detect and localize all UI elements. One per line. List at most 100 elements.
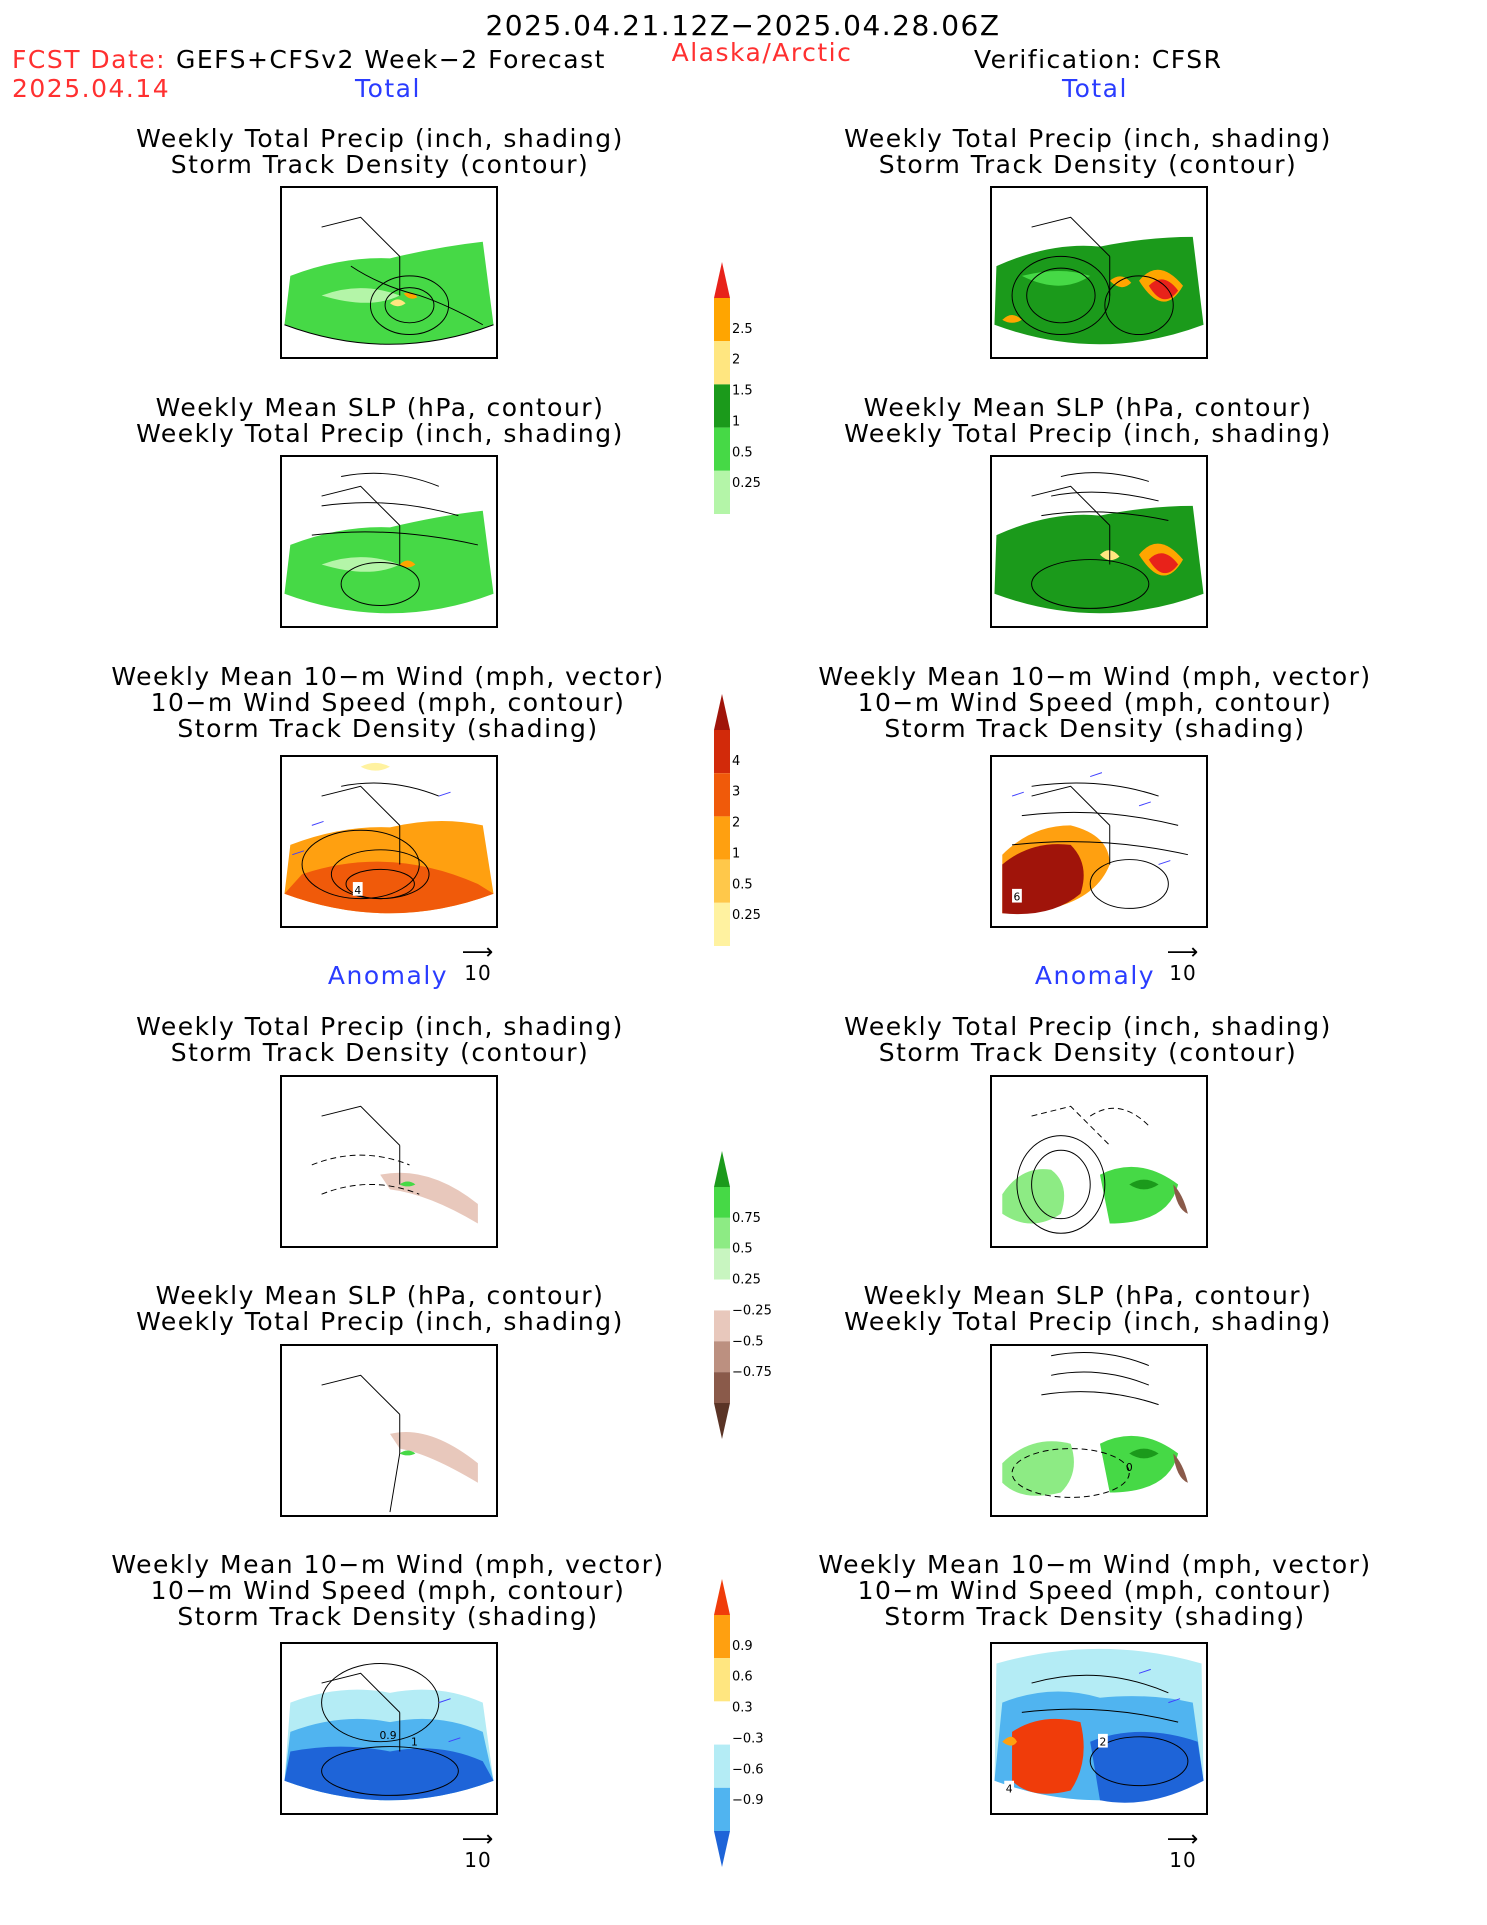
right-total-label: Total bbox=[1062, 74, 1128, 103]
colorbar-segment bbox=[714, 816, 730, 860]
wind-storm-map: 4 bbox=[284, 762, 494, 914]
colorbar-segment bbox=[714, 1248, 730, 1280]
map-cfsr-total-precip bbox=[990, 186, 1208, 359]
colorbar-label: 0.25 bbox=[732, 908, 761, 923]
title-cfsr-anom-slp: Weekly Mean SLP (hPa, contour) Weekly Tot… bbox=[844, 1281, 1332, 1336]
colorbar-segment bbox=[714, 1372, 730, 1403]
colorbar-label: 4 bbox=[732, 754, 740, 769]
colorbar-label: −0.6 bbox=[732, 1762, 764, 1777]
precip-storm-map bbox=[311, 1105, 478, 1224]
contour-label: 0 bbox=[1126, 1461, 1133, 1474]
contour-label: 1 bbox=[411, 1736, 418, 1749]
arrow-right-icon: ⟶ bbox=[1166, 940, 1200, 965]
colorbar-label: 1 bbox=[732, 414, 740, 429]
colorbar-storm-anom: 0.9 0.6 0.3 −0.3 −0.6 −0.9 bbox=[710, 1579, 790, 1867]
map-cfsr-total-slp bbox=[990, 455, 1208, 628]
title-fcst-total-slp: Weekly Mean SLP (hPa, contour) Weekly Tot… bbox=[136, 393, 624, 448]
title-cfsr-anom-precip: Weekly Total Precip (inch, shading) Storm… bbox=[844, 1012, 1332, 1067]
colorbar-label: 0.6 bbox=[732, 1670, 753, 1685]
contour-label: 6 bbox=[1014, 891, 1021, 904]
slp-precip-map bbox=[994, 472, 1204, 614]
title-cfsr-total-wind: Weekly Mean 10−m Wind (mph, vector) 10−m … bbox=[818, 662, 1372, 743]
colorbar-segment bbox=[714, 730, 730, 774]
colorbar-segment bbox=[714, 427, 730, 471]
left-total-label: Total bbox=[355, 74, 421, 103]
colorbar-segment bbox=[714, 859, 730, 903]
colorbar-label: 0.3 bbox=[732, 1701, 753, 1716]
right-anomaly-label: Anomaly bbox=[1034, 961, 1156, 990]
colorbar-label: 0.5 bbox=[732, 445, 753, 460]
vector-reference: ⟶ 10 bbox=[1163, 1827, 1203, 1873]
colorbar-label: 0.25 bbox=[732, 476, 761, 491]
colorbar-bottom-triangle bbox=[714, 514, 730, 550]
fcst-date-value: 2025.04.14 bbox=[12, 74, 171, 103]
colorbar-segment bbox=[714, 384, 730, 428]
colorbar-top-triangle bbox=[714, 262, 730, 298]
slp-precip-map: 0 bbox=[1002, 1352, 1188, 1498]
contour-label: 4 bbox=[354, 884, 361, 897]
map-cfsr-total-wind: 6 bbox=[990, 755, 1208, 928]
colorbar-label: 1 bbox=[732, 846, 740, 861]
colorbar-segment bbox=[714, 341, 730, 385]
map-fcst-anom-wind: 0.9 1 bbox=[280, 1642, 498, 1815]
colorbar-label: −0.75 bbox=[732, 1365, 772, 1380]
map-cfsr-anom-wind: 2 4 bbox=[990, 1642, 1208, 1815]
colorbar-precip-total: 2.5 2 1.5 1 0.5 0.25 bbox=[710, 262, 790, 550]
colorbar-label: 3 bbox=[732, 785, 740, 800]
map-cfsr-anom-precip bbox=[990, 1075, 1208, 1248]
arrow-right-icon: ⟶ bbox=[461, 1827, 495, 1852]
colorbar-bottom-triangle bbox=[714, 1831, 730, 1867]
colorbar-segment bbox=[714, 298, 730, 342]
colorbar-label: 0.9 bbox=[732, 1639, 753, 1654]
arrow-right-icon: ⟶ bbox=[461, 940, 495, 965]
slp-precip-map bbox=[284, 472, 494, 614]
colorbar-bottom-triangle bbox=[714, 1403, 730, 1439]
vector-reference: ⟶ 10 bbox=[1163, 940, 1203, 986]
colorbar-top-triangle bbox=[714, 1151, 730, 1187]
colorbar-label: −0.25 bbox=[732, 1303, 772, 1318]
colorbar-segment bbox=[714, 1787, 730, 1831]
title-fcst-anom-wind: Weekly Mean 10−m Wind (mph, vector) 10−m … bbox=[111, 1550, 665, 1631]
model-name: GEFS+CFSv2 Week−2 Forecast bbox=[176, 45, 606, 74]
colorbar-svg: 0.9 0.6 0.3 −0.3 −0.6 −0.9 bbox=[714, 1579, 764, 1867]
wind-storm-map: 2 4 bbox=[994, 1648, 1204, 1803]
colorbar-segment bbox=[714, 1744, 730, 1788]
contour-label: 4 bbox=[1006, 1782, 1013, 1795]
fcst-date-label: FCST Date: bbox=[12, 45, 167, 74]
title-cfsr-total-precip: Weekly Total Precip (inch, shading) Storm… bbox=[844, 124, 1332, 179]
colorbar-svg: 0.75 0.5 0.25 −0.25 −0.5 −0.75 bbox=[714, 1151, 772, 1439]
wind-storm-map: 6 bbox=[1002, 772, 1189, 915]
vector-reference: ⟶ 10 bbox=[458, 1827, 498, 1873]
left-anomaly-label: Anomaly bbox=[327, 961, 449, 990]
title-cfsr-anom-wind: Weekly Mean 10−m Wind (mph, vector) 10−m … bbox=[818, 1550, 1372, 1631]
colorbar-label: 0.5 bbox=[732, 1242, 753, 1257]
colorbar-segment bbox=[714, 773, 730, 817]
colorbar-segment bbox=[714, 1658, 730, 1702]
colorbar-label: 1.5 bbox=[732, 384, 753, 399]
colorbar-label: 2 bbox=[732, 353, 740, 368]
map-cfsr-anom-slp: 0 bbox=[990, 1344, 1208, 1517]
colorbar-segment bbox=[714, 902, 730, 946]
colorbar-segment bbox=[714, 1279, 730, 1311]
colorbar-top-triangle bbox=[714, 694, 730, 730]
arrow-right-icon: ⟶ bbox=[1166, 1827, 1200, 1852]
map-fcst-total-slp bbox=[280, 455, 498, 628]
slp-precip-map bbox=[321, 1374, 478, 1513]
colorbar-segment bbox=[714, 1341, 730, 1373]
map-fcst-anom-slp bbox=[280, 1344, 498, 1517]
map-fcst-total-precip bbox=[280, 186, 498, 359]
colorbar-segment bbox=[714, 1310, 730, 1342]
colorbar-svg: 4 3 2 1 0.5 0.25 bbox=[714, 694, 761, 982]
date-range-title: 2025.04.21.12Z−2025.04.28.06Z bbox=[485, 9, 1001, 42]
colorbar-label: −0.9 bbox=[732, 1793, 764, 1808]
contour-label: 0.9 bbox=[379, 1729, 396, 1742]
colorbar-precip-anom: 0.75 0.5 0.25 −0.25 −0.5 −0.75 bbox=[710, 1151, 790, 1439]
colorbar-label: 2 bbox=[732, 816, 740, 831]
title-cfsr-total-slp: Weekly Mean SLP (hPa, contour) Weekly Tot… bbox=[844, 393, 1332, 448]
title-fcst-anom-slp: Weekly Mean SLP (hPa, contour) Weekly Tot… bbox=[136, 1281, 624, 1336]
region-label: Alaska/Arctic bbox=[671, 38, 853, 67]
colorbar-svg: 2.5 2 1.5 1 0.5 0.25 bbox=[714, 262, 761, 550]
colorbar-storm-total: 4 3 2 1 0.5 0.25 bbox=[710, 694, 790, 982]
wind-storm-map: 0.9 1 bbox=[284, 1663, 494, 1801]
precip-storm-map bbox=[994, 216, 1204, 345]
